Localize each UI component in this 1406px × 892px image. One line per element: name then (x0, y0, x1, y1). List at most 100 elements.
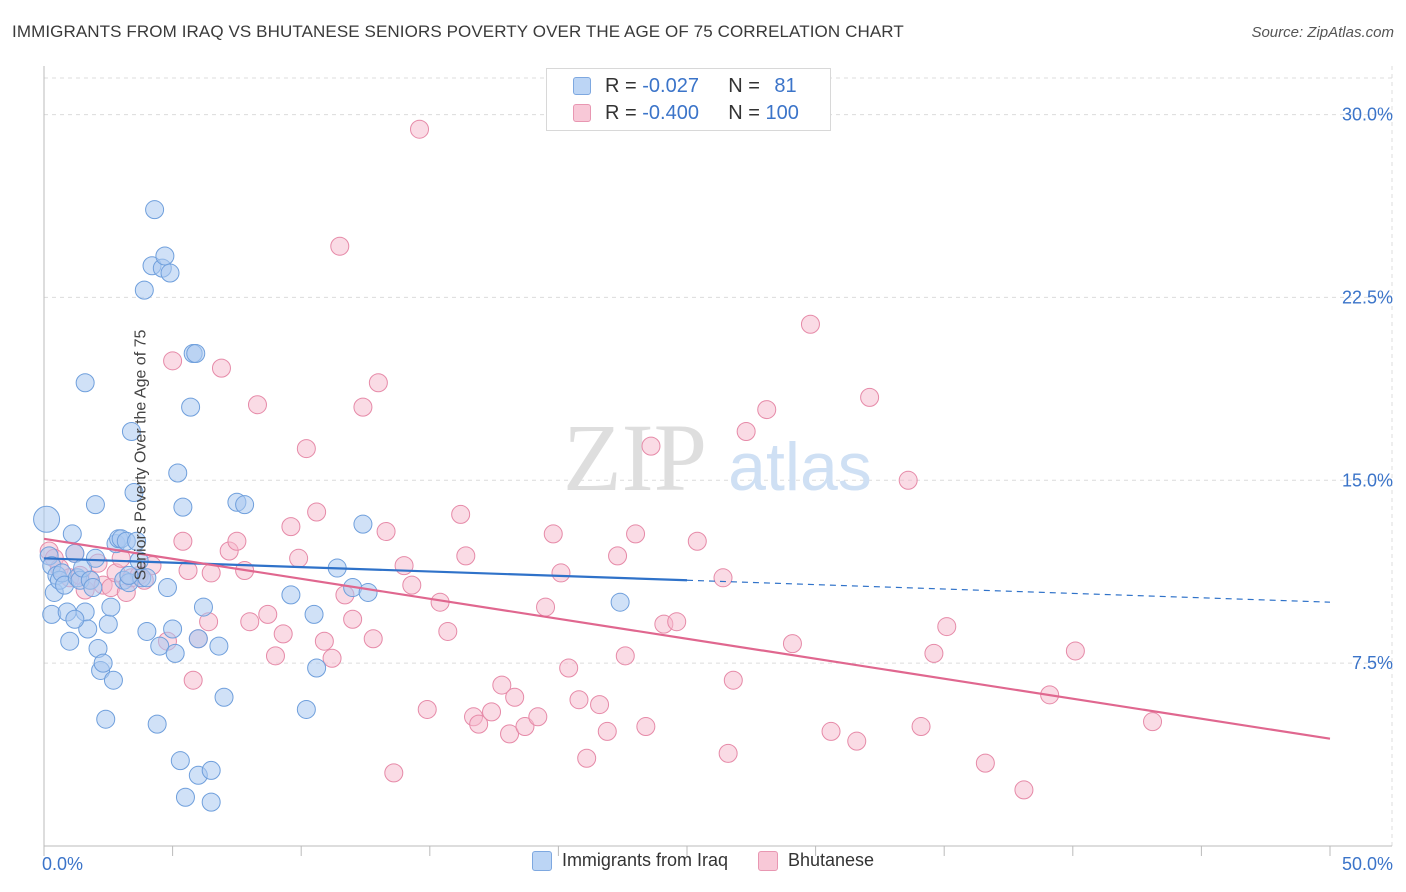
bhutanese-point (402, 575, 422, 595)
chart-title: IMMIGRANTS FROM IRAQ VS BHUTANESE SENIOR… (12, 22, 904, 41)
bhutanese-point (713, 568, 733, 588)
bhutanese-point (211, 358, 231, 378)
legend-item-iraq[interactable]: Immigrants from Iraq (531, 850, 728, 871)
watermark: ZIP atlas (563, 404, 872, 511)
iraq-point (193, 597, 213, 617)
source-label: Source: ZipAtlas.com (1251, 24, 1394, 41)
bhutanese-point (330, 236, 350, 256)
legend-n-label: N = (728, 74, 760, 97)
bhutanese-point (718, 743, 738, 763)
iraq-point (181, 397, 201, 417)
bhutanese-point (636, 717, 656, 737)
bhutanese-point (281, 517, 301, 537)
bhutanese-point (384, 763, 404, 783)
iraq-trend-line (43, 557, 688, 582)
iraq-point (147, 714, 167, 734)
bhutanese-point (615, 646, 635, 666)
bhutanese-point (163, 351, 183, 371)
bhutanese-point (394, 556, 414, 576)
bhutanese-point (667, 612, 687, 632)
bhutanese-point (543, 524, 563, 544)
iraq-point (281, 585, 301, 605)
legend-item-bhutanese[interactable]: Bhutanese (757, 850, 875, 871)
bhutanese-point (687, 531, 707, 551)
bhutanese-point (569, 690, 589, 710)
bhutanese-point (410, 119, 430, 139)
bhutanese-trend-line (43, 537, 1331, 740)
iraq-point (137, 568, 157, 588)
iraq-point (304, 604, 324, 624)
iraq-point (98, 614, 118, 634)
bhutanese-point (937, 617, 957, 637)
bhutanese-point (1014, 780, 1034, 800)
bhutanese-point (500, 724, 520, 744)
bhutanese-point (240, 612, 260, 632)
bhutanese-point (911, 717, 931, 737)
bhutanese-point (258, 604, 278, 624)
iraq-point (610, 592, 630, 612)
bhutanese-point (438, 621, 458, 641)
iraq-point (78, 619, 98, 639)
y-tick-label: 15.0% (1342, 470, 1393, 490)
bhutanese-point (314, 631, 334, 651)
iraq-point (85, 548, 105, 568)
bhutanese-point (847, 731, 867, 751)
axes (43, 66, 1392, 856)
iraq-point (168, 463, 188, 483)
bhutanese-point (456, 546, 476, 566)
bhutanese-point (247, 395, 267, 415)
iraq-points (33, 200, 630, 812)
iraq-point (103, 670, 123, 690)
bhutanese-point (800, 314, 820, 334)
legend-n-label: N = (728, 101, 760, 124)
bhutanese-point (626, 524, 646, 544)
bhutanese-point (559, 658, 579, 678)
iraq-point (235, 495, 255, 515)
series-legend: Immigrants from Iraq Bhutanese (0, 850, 1406, 871)
bhutanese-point (1065, 641, 1085, 661)
iraq-point (173, 497, 193, 517)
watermark-zip: ZIP (563, 404, 707, 511)
y-axis-label: Seniors Poverty Over the Age of 75 (132, 329, 150, 581)
iraq-point (60, 631, 80, 651)
bhutanese-point (505, 687, 525, 707)
bhutanese-point (322, 648, 342, 668)
bhutanese-points (39, 119, 1163, 800)
legend-r-value: -0.027 (642, 74, 699, 97)
iraq-point (307, 658, 327, 678)
legend-label-bhutanese: Bhutanese (787, 850, 875, 870)
bhutanese-point (363, 629, 383, 649)
bhutanese-point (975, 753, 995, 773)
bhutanese-point (482, 702, 502, 722)
iraq-point (201, 760, 221, 780)
bhutanese-point (492, 675, 512, 695)
bhutanese-point (590, 695, 610, 715)
legend-r-label: R = (605, 101, 637, 124)
bhutanese-point (173, 531, 193, 551)
legend-r-label: R = (605, 74, 637, 97)
grid (44, 66, 1393, 846)
iraq-point (93, 653, 113, 673)
iraq-point (150, 636, 170, 656)
iraq-point (175, 787, 195, 807)
legend-label-iraq: Immigrants from Iraq (561, 850, 728, 870)
iraq-point (85, 495, 105, 515)
bhutanese-point (183, 670, 203, 690)
iraq-point (33, 505, 61, 533)
bhutanese-point (723, 670, 743, 690)
bhutanese-point (736, 422, 756, 442)
iraq-point (186, 344, 206, 364)
iraq-point (124, 482, 144, 502)
bhutanese-point (577, 748, 597, 768)
bhutanese-point (227, 531, 247, 551)
watermark-atlas: atlas (728, 429, 872, 505)
iraq-point (188, 629, 208, 649)
y-tick-label: 30.0% (1342, 105, 1393, 125)
iraq-trend-extension (686, 579, 1331, 603)
legend-row-bhutanese: R = -0.400 N = 100 (573, 100, 806, 126)
bhutanese-point (307, 502, 327, 522)
bhutanese-point (757, 400, 777, 420)
iraq-point (134, 280, 154, 300)
iraq-point (165, 643, 185, 663)
